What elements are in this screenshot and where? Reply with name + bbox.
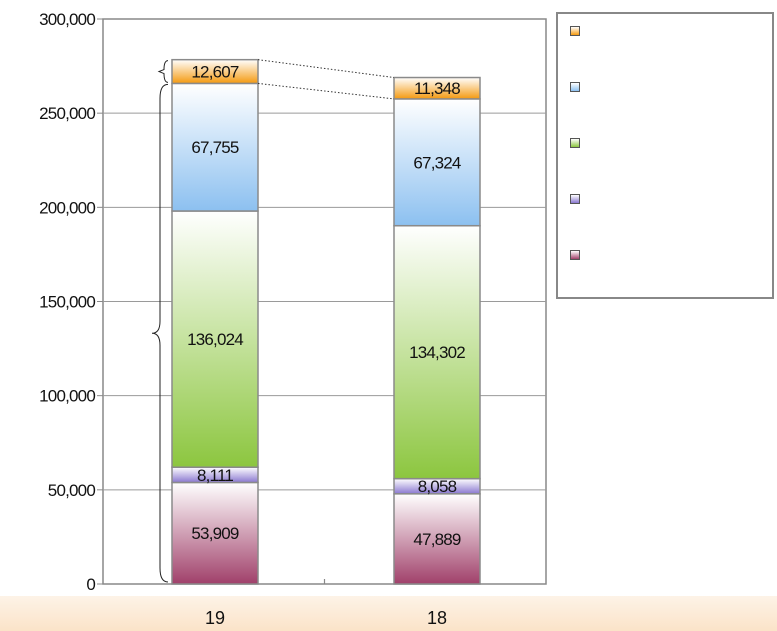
legend-swatch — [570, 82, 580, 92]
y-tick-label: 0 — [86, 575, 95, 594]
y-tick-label: 150,000 — [39, 293, 95, 312]
legend-item — [570, 80, 580, 94]
bar-segment — [171, 82, 259, 212]
legend — [556, 12, 774, 299]
y-tick-label: 250,000 — [39, 104, 95, 123]
brace-annotations — [151, 60, 169, 583]
legend-swatch — [570, 26, 580, 36]
data-label: 8,058 — [418, 477, 457, 496]
y-tick-label: 50,000 — [48, 481, 96, 500]
bar-segment — [171, 210, 259, 468]
x-tick-label: 19 — [205, 608, 225, 628]
legend-swatch — [570, 138, 580, 148]
bar-segment — [393, 224, 481, 480]
data-label: 8,111 — [197, 466, 233, 485]
bars — [171, 58, 481, 585]
brace-small — [157, 60, 169, 83]
data-label: 67,755 — [191, 138, 239, 157]
y-tick-label: 300,000 — [39, 10, 95, 29]
legend-item — [570, 248, 580, 262]
y-tick-label: 200,000 — [39, 198, 95, 217]
data-label: 134,302 — [409, 343, 465, 362]
legend-item — [570, 192, 580, 206]
legend-swatch — [570, 250, 580, 260]
data-label: 53,909 — [191, 524, 239, 543]
data-labels: 53,909 8,111 136,024 67,755 12,607 47,889 8,05… — [187, 63, 466, 549]
legend-swatch — [570, 194, 580, 204]
data-label: 12,607 — [191, 63, 239, 82]
x-tick-label: 18 — [427, 608, 447, 628]
data-label: 11,348 — [414, 79, 460, 98]
brace-large — [151, 83, 169, 583]
data-label: 47,889 — [413, 530, 461, 549]
data-label: 136,024 — [187, 330, 243, 349]
bar-segment — [171, 481, 259, 585]
legend-item — [570, 136, 580, 150]
y-tick-label: 100,000 — [39, 387, 95, 406]
bottom-band — [0, 596, 777, 631]
bar-segment — [393, 76, 481, 100]
bar-segment — [393, 493, 481, 585]
legend-item — [570, 24, 580, 38]
bar-segment — [171, 58, 259, 85]
x-axis-ticks: 19 18 — [205, 579, 447, 628]
data-label: 67,324 — [413, 153, 461, 172]
y-axis-ticks: 0 50,000 100,000 150,000 200,000 250,000 300,0… — [39, 10, 103, 594]
